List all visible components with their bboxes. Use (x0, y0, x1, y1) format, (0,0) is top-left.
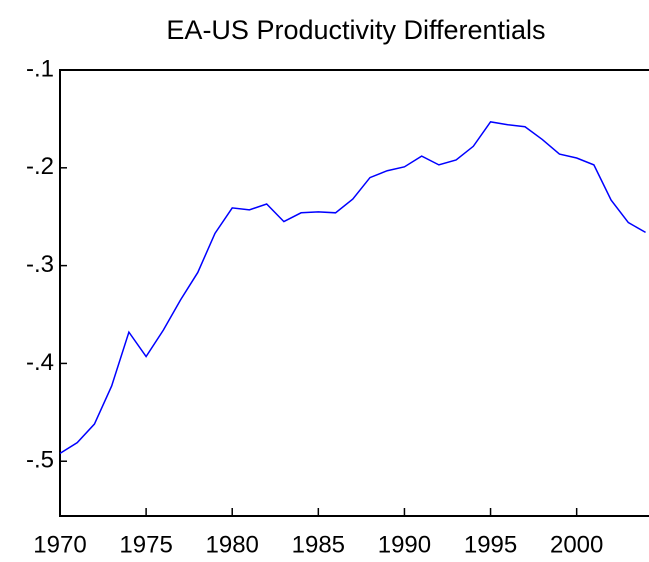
y-tick-label: -.3 (26, 251, 54, 278)
y-tick-label: -.2 (26, 153, 54, 180)
x-tick-label: 1980 (206, 531, 259, 558)
x-tick-label: 1990 (378, 531, 431, 558)
x-tick-label: 1970 (33, 531, 86, 558)
plot-frame (59, 69, 649, 517)
chart-title: EA-US Productivity Differentials (166, 15, 545, 45)
x-tick-label: 2000 (550, 531, 603, 558)
y-tick-label: -.5 (26, 447, 54, 474)
x-tick-label: 1985 (292, 531, 345, 558)
y-tick-label: -.1 (26, 55, 54, 82)
x-tick-label: 1975 (119, 531, 172, 558)
x-tick-label: 1995 (464, 531, 517, 558)
data-line (59, 121, 646, 455)
y-tick-label: -.4 (26, 349, 54, 376)
